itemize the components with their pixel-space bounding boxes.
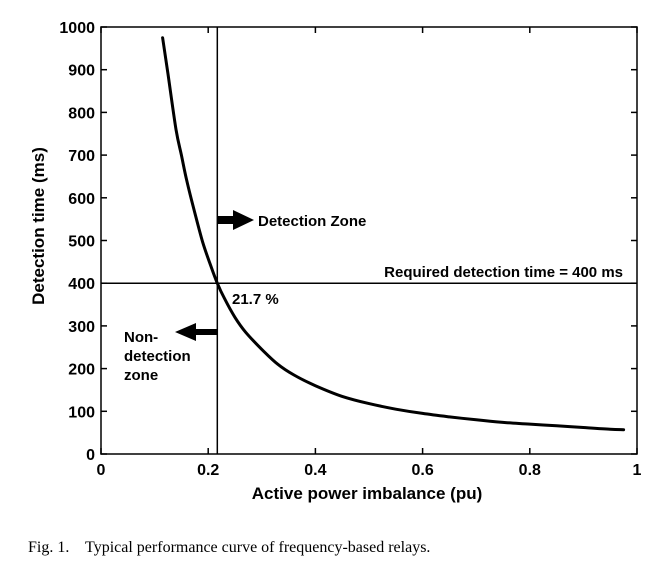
y-axis-title: Detection time (ms): [29, 147, 48, 305]
plot-frame: [100, 26, 638, 455]
y-tick-label: 800: [68, 105, 95, 122]
performance-curve: [161, 36, 626, 432]
non-detection-arrow-icon: [175, 323, 217, 341]
y-tick-label: 200: [68, 362, 95, 379]
detection-zone-arrow-icon: [217, 210, 254, 230]
figure-caption: Fig. 1. Typical performance curve of fre…: [28, 539, 431, 556]
performance-chart: 0 0.2 0.4 0.6 0.8 1 0 100 200 300 400 500 600 700 800 9…: [29, 20, 642, 503]
intersection-label: 21.7 %: [232, 291, 279, 308]
ticks-layer: 0 0.2 0.4 0.6 0.8 1 0 100 200 300 400 500 600 700 800 9…: [59, 20, 641, 479]
x-tick-label: 0.4: [304, 462, 326, 479]
y-tick-label: 1000: [59, 20, 95, 37]
x-tick-label: 0.8: [519, 462, 541, 479]
y-tick-label: 600: [68, 191, 95, 208]
y-tick-label: 700: [68, 148, 95, 165]
x-tick-label: 0.2: [197, 462, 219, 479]
x-tick-label: 1: [633, 462, 642, 479]
y-tick-label: 300: [68, 319, 95, 336]
x-tick-label: 0: [97, 462, 106, 479]
y-tick-label: 0: [86, 447, 95, 464]
non-detection-label-3: zone: [124, 367, 158, 384]
y-tick-label: 100: [68, 404, 95, 421]
non-detection-label-2: detection: [124, 348, 191, 365]
detection-zone-label: Detection Zone: [258, 213, 366, 230]
y-tick-label: 900: [68, 63, 95, 80]
y-tick-label: 400: [68, 276, 95, 293]
y-tick-label: 500: [68, 234, 95, 251]
required-time-label: Required detection time = 400 ms: [384, 264, 623, 281]
x-tick-label: 0.6: [411, 462, 433, 479]
non-detection-label-1: Non-: [124, 329, 158, 346]
x-axis-title: Active power imbalance (pu): [252, 484, 483, 503]
